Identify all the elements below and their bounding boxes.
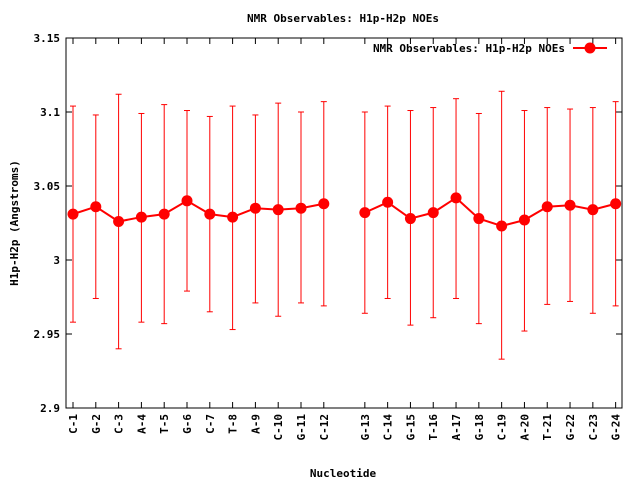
y-tick-label: 2.95 <box>34 328 61 341</box>
y-tick-label: 3.05 <box>34 180 61 193</box>
data-point <box>473 213 485 225</box>
legend-label: NMR Observables: H1p-H2p NOEs <box>373 42 565 55</box>
data-point <box>90 201 102 213</box>
x-tick-label: T-5 <box>158 414 171 434</box>
x-tick-label: G-24 <box>610 414 623 441</box>
data-point <box>67 208 79 220</box>
x-tick-label: G-11 <box>295 414 308 441</box>
y-axis: 2.9 2.95 3 3.05 3.1 3.15 <box>34 32 622 415</box>
x-tick-label: C-19 <box>496 414 509 441</box>
data-point <box>541 201 553 213</box>
legend: NMR Observables: H1p-H2p NOEs <box>373 42 607 55</box>
data-point <box>518 214 530 226</box>
chart-title: NMR Observables: H1p-H2p NOEs <box>247 12 439 25</box>
data-point <box>181 195 193 207</box>
x-tick-label: T-8 <box>227 414 240 434</box>
y-tick-label: 3.1 <box>40 106 60 119</box>
data-point <box>610 198 622 210</box>
x-tick-label: G-15 <box>404 414 417 441</box>
x-axis: C-1 G-2 C-3 A-4 T-5 G-6 C-7 T-8 A-9 C-10 G-11 C-12 G… <box>67 38 623 441</box>
x-tick-label: A-17 <box>450 414 463 441</box>
data-point <box>113 216 125 228</box>
data-point <box>564 199 576 211</box>
series-line-segment <box>72 199 324 223</box>
data-point <box>496 220 508 232</box>
data-point <box>318 198 330 210</box>
data-point <box>295 202 307 214</box>
data-point <box>587 204 599 216</box>
series-line-segment <box>364 196 616 228</box>
x-tick-label: C-23 <box>587 414 600 441</box>
data-point <box>427 207 439 219</box>
x-tick-label: G-2 <box>90 414 103 434</box>
series-lines <box>72 196 616 228</box>
x-tick-label: T-21 <box>541 414 554 441</box>
x-tick-label: G-13 <box>359 414 372 441</box>
x-tick-label: C-14 <box>382 414 395 441</box>
data-point <box>227 211 239 223</box>
x-tick-label: C-3 <box>113 414 126 434</box>
data-point <box>158 208 170 220</box>
x-tick-label: C-7 <box>204 414 217 434</box>
y-tick-label: 3.15 <box>34 32 61 45</box>
x-tick-label: A-9 <box>249 414 262 434</box>
x-tick-label: A-20 <box>518 414 531 441</box>
x-tick-label: G-6 <box>181 414 194 434</box>
data-point <box>450 192 462 204</box>
x-tick-label: C-10 <box>272 414 285 441</box>
x-tick-label: T-16 <box>427 414 440 441</box>
legend-marker <box>584 42 596 54</box>
x-tick-label: A-4 <box>135 414 148 434</box>
data-point <box>382 196 394 208</box>
data-point <box>404 213 416 225</box>
plot-frame <box>65 37 623 409</box>
x-tick-label: C-12 <box>318 414 331 441</box>
x-tick-label: C-1 <box>67 414 80 434</box>
data-point <box>359 207 371 219</box>
y-axis-label: H1p-H2p (Angstroms) <box>8 160 21 286</box>
data-point <box>272 204 284 216</box>
x-tick-label: G-22 <box>564 414 577 441</box>
y-tick-label: 2.9 <box>40 402 60 415</box>
y-tick-label: 3 <box>53 254 60 267</box>
data-point <box>135 211 147 223</box>
series-points <box>67 192 622 232</box>
data-point <box>204 208 216 220</box>
error-bars <box>70 90 619 360</box>
x-axis-label: Nucleotide <box>310 467 377 480</box>
x-tick-label: G-18 <box>473 414 486 441</box>
data-point <box>249 202 261 214</box>
